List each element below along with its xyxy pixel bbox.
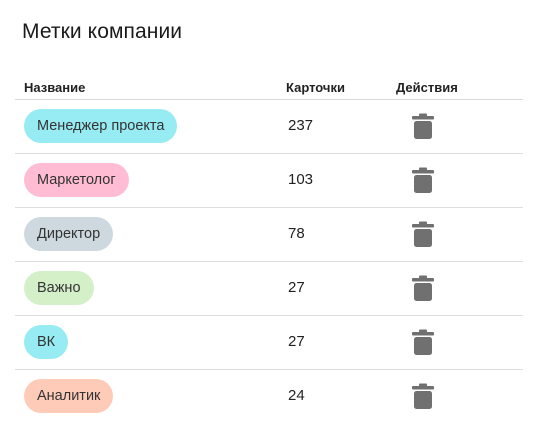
label-chip[interactable]: Аналитик <box>24 379 114 413</box>
table-row: Маркетолог 103 <box>15 154 523 208</box>
cards-count: 103 <box>288 171 314 188</box>
column-header-actions: Действия <box>396 80 458 95</box>
column-header-name: Название <box>24 80 86 95</box>
table-row: Важно 27 <box>15 262 523 316</box>
trash-icon[interactable] <box>412 167 434 193</box>
page-title: Метки компании <box>22 20 183 43</box>
table-row: Директор 78 <box>15 208 523 262</box>
trash-icon[interactable] <box>412 113 434 139</box>
cards-count: 27 <box>288 333 305 350</box>
table-header: Название Карточки Действия <box>15 76 523 100</box>
label-chip[interactable]: ВК <box>24 325 69 359</box>
cards-count: 78 <box>288 225 305 242</box>
cards-count: 24 <box>288 387 305 404</box>
table-row: Аналитик 24 <box>15 370 523 423</box>
label-chip[interactable]: Директор <box>24 217 114 251</box>
labels-table: Название Карточки Действия Менеджер прое… <box>15 76 523 423</box>
table-row: ВК 27 <box>15 316 523 370</box>
column-header-cards: Карточки <box>286 80 345 95</box>
label-chip[interactable]: Важно <box>24 271 94 305</box>
label-chip[interactable]: Менеджер проекта <box>24 109 178 143</box>
trash-icon[interactable] <box>412 329 434 355</box>
trash-icon[interactable] <box>412 275 434 301</box>
trash-icon[interactable] <box>412 221 434 247</box>
cards-count: 237 <box>288 117 314 134</box>
cards-count: 27 <box>288 279 305 296</box>
table-row: Менеджер проекта 237 <box>15 100 523 154</box>
trash-icon[interactable] <box>412 383 434 409</box>
label-chip[interactable]: Маркетолог <box>24 163 129 197</box>
